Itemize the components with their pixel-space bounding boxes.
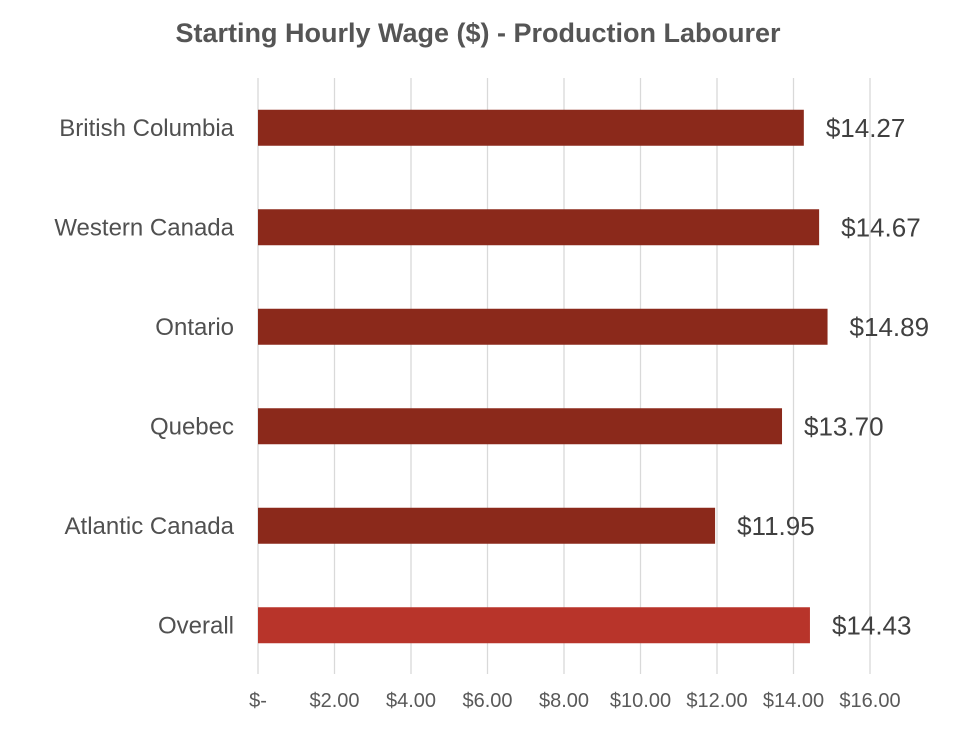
value-label: $14.43 <box>832 610 912 640</box>
x-tick-label: $- <box>249 690 267 712</box>
bar <box>258 308 828 345</box>
category-label: Quebec <box>150 413 234 440</box>
value-label: $14.89 <box>850 312 930 342</box>
category-label: Ontario <box>155 314 234 341</box>
category-label: Western Canada <box>54 214 234 241</box>
x-tick-label: $4.00 <box>386 690 436 712</box>
gridlines <box>257 78 871 674</box>
x-tick-label: $12.00 <box>686 690 747 712</box>
category-label: British Columbia <box>59 115 234 142</box>
x-tick-label: $8.00 <box>539 690 589 712</box>
category-label: Overall <box>158 612 234 639</box>
bar <box>258 507 716 544</box>
bars <box>258 109 828 644</box>
category-label: Atlantic Canada <box>65 513 235 540</box>
chart-title: Starting Hourly Wage ($) - Production La… <box>175 18 781 48</box>
category-labels: British Columbia Western Canada Ontario Que… <box>54 115 234 640</box>
bar <box>258 209 820 246</box>
bar <box>258 109 804 146</box>
x-axis-tick-labels: $- $2.00 $4.00 $6.00 $8.00 $10.00 $12.00 $14.00… <box>249 690 900 712</box>
value-labels: $14.27 $14.67 $14.89 $13.70 $11.95 $14.43 <box>737 113 929 641</box>
bar <box>258 408 783 445</box>
bar <box>258 607 810 644</box>
x-tick-label: $10.00 <box>610 690 671 712</box>
x-tick-label: $6.00 <box>462 690 512 712</box>
value-label: $11.95 <box>737 511 815 541</box>
x-tick-label: $16.00 <box>839 690 900 712</box>
value-label: $13.70 <box>804 411 884 441</box>
value-label: $14.67 <box>841 212 921 242</box>
x-tick-label: $14.00 <box>763 690 824 712</box>
value-label: $14.27 <box>826 113 906 143</box>
x-tick-label: $2.00 <box>309 690 359 712</box>
